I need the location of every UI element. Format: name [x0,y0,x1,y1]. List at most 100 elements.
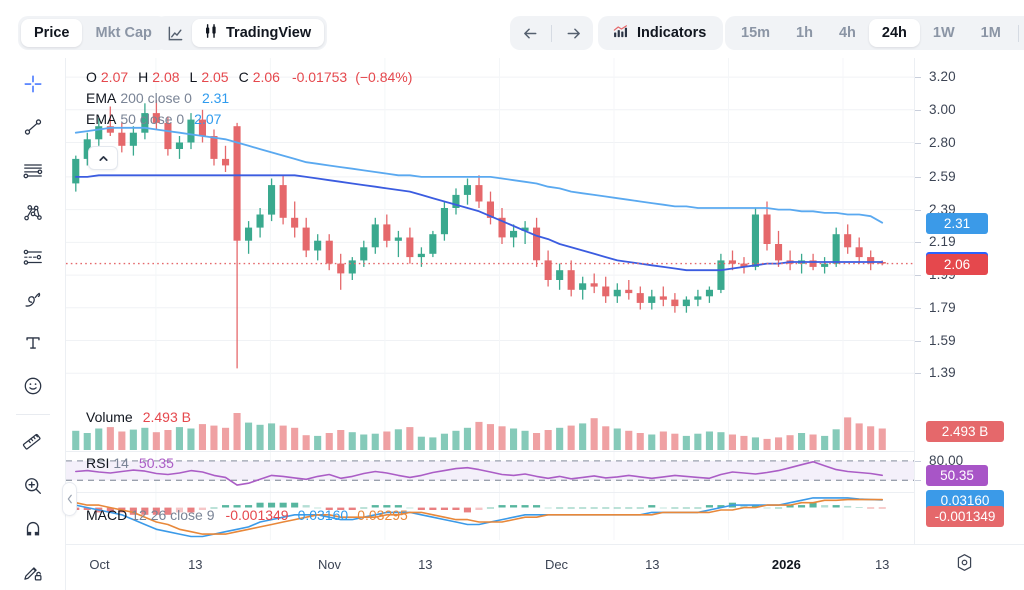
line-chart-icon[interactable] [158,19,192,47]
price-tick-label: 1.59 [929,332,956,348]
rsi-legend[interactable]: RSI 14 50.35 [86,456,174,477]
indicators-button[interactable]: Indicators [601,19,720,47]
horizontal-lines-tool[interactable] [13,153,53,188]
ema50-value: 2.07 [194,111,222,127]
rsi-value-badge[interactable]: 50.35 [926,465,988,487]
pane-separator-macd [66,492,1024,493]
text-tool[interactable] [13,326,53,361]
macd-legend[interactable]: MACD 12 26 close 9 -0.001349 0.03160 0.0… [86,508,408,529]
tradingview-label: TradingView [226,25,312,41]
macd-hist-badge[interactable]: -0.001349 [926,505,1004,527]
ema50-legend[interactable]: EMA 50 close 0 2.07 [86,112,412,126]
macd-line-value: 0.03160 [297,507,349,523]
time-tick-label: Nov [317,557,342,572]
timeframe-1w[interactable]: 1W [932,25,955,41]
ohlc-close-key: C [238,69,249,85]
time-tick-label: 13 [418,557,433,572]
history-nav-group [510,16,593,50]
price-tick-dash [915,275,921,277]
price-tick-dash [915,340,921,342]
volume-legend[interactable]: Volume 2.493 B [86,410,191,431]
ema200-legend[interactable]: EMA 200 close 0 2.31 [86,91,412,105]
ema200-value: 2.31 [201,90,230,106]
price-chart-canvas[interactable] [66,58,914,544]
chart-provider-group: TradingView [155,16,328,50]
timeframe-divider [1017,24,1019,42]
time-tick-label: 2026 [771,557,801,572]
price-tick-label: 3.20 [929,69,956,85]
price-tick-dash [915,307,921,309]
trend-line-tool[interactable] [13,109,53,144]
lock-drawings-tool[interactable] [13,555,53,590]
last-price-badge[interactable]: 2.06 [926,253,988,275]
price-tick-label: 2.80 [929,134,956,150]
legend-collapse-button[interactable] [88,146,118,170]
pane-collapse-handle[interactable] [62,482,77,516]
price-tick-dash [915,373,921,375]
ema200-title: EMA [86,90,117,106]
arrow-left-icon[interactable] [513,19,547,47]
ohlc-low-key: L [189,69,198,85]
price-tick-label: 2.59 [929,168,956,184]
zoom-in-tool[interactable] [13,468,53,503]
crosshair-tool[interactable] [13,66,53,101]
ema200-price-badge[interactable]: 2.31 [926,212,988,234]
timeframe-4h[interactable]: 4h [838,25,856,41]
price-tick-dash [915,176,921,178]
macd-signal-value: 0.03295 [357,507,408,523]
brush-tool[interactable] [13,282,53,317]
macd-params: 12 26 close 9 [131,507,215,523]
price-tick-dash [915,242,921,244]
nav-divider [551,24,552,42]
rsi-title: RSI [86,455,110,471]
ohlc-change-percent: (−0.84%) [355,69,413,85]
timeframe-24h[interactable]: 24h [868,19,920,47]
rsi-level-dash-low [915,480,921,482]
ohlc-change: -0.01753 [291,69,348,85]
magnet-tool[interactable] [13,512,53,547]
pattern-tool[interactable] [13,196,53,231]
volume-value-badge[interactable]: 2.493 B [926,421,1004,442]
indicators-label: Indicators [637,25,707,41]
price-tick-label: 2.19 [929,234,956,250]
rsi-params: 14 [113,455,129,471]
macd-line-badge[interactable]: 0.03160 [926,489,1004,511]
price-tab[interactable]: Price [21,19,83,47]
rsi-value: 50.35 [138,455,174,471]
price-tick-label: 1.39 [929,365,956,381]
macd-title: MACD [86,507,128,523]
candlestick-icon [203,23,219,43]
price-tick-dash [915,209,921,211]
timeframe-1m[interactable]: 1M [980,25,1001,41]
time-tick-label: 13 [874,557,890,572]
tradingview-button[interactable]: TradingView [192,19,325,47]
fib-retracement-tool[interactable] [13,239,53,274]
time-tick-label: Oct [89,557,110,572]
emoji-tool[interactable] [13,369,53,404]
measure-tool[interactable] [13,425,53,460]
time-tick-label: 13 [188,557,203,572]
target-settings-icon[interactable] [952,550,976,574]
ohlc-low-value: 2.05 [201,69,229,85]
indicators-bars-icon [612,23,629,44]
rsi-level-label-high: 80.00 [929,452,964,468]
indicators-group: Indicators [598,16,724,50]
time-axis[interactable]: Oct 13 Nov 13 Dec 13 2026 13 [66,544,1024,590]
ohlc-high-value: 2.08 [152,69,180,85]
ohlc-close-value: 2.06 [252,69,280,85]
ohlc-high-key: H [138,69,149,85]
price-tick-dash [915,142,921,144]
price-tick-dash [915,109,921,111]
price-mktcap-toggle: Price Mkt Cap [18,16,168,50]
volume-title: Volume [86,409,133,425]
volume-value: 2.493 B [142,409,191,425]
arrow-right-icon[interactable] [556,19,590,47]
timeframe-15m[interactable]: 15m [741,25,771,41]
toolbar-divider [15,414,50,415]
price-axis[interactable]: 3.20 3.00 2.80 2.59 2.39 2.19 1.99 1.79 1.59 1.39… [914,58,1024,544]
mkt-cap-tab[interactable]: Mkt Cap [95,25,152,41]
ema50-title: EMA [86,111,117,127]
price-tick-label: 1.79 [929,299,956,315]
timeframe-1h[interactable]: 1h [796,25,813,41]
ohlc-row: O 2.07 H 2.08 L 2.05 C 2.06 -0.01753 (−0… [86,70,412,84]
